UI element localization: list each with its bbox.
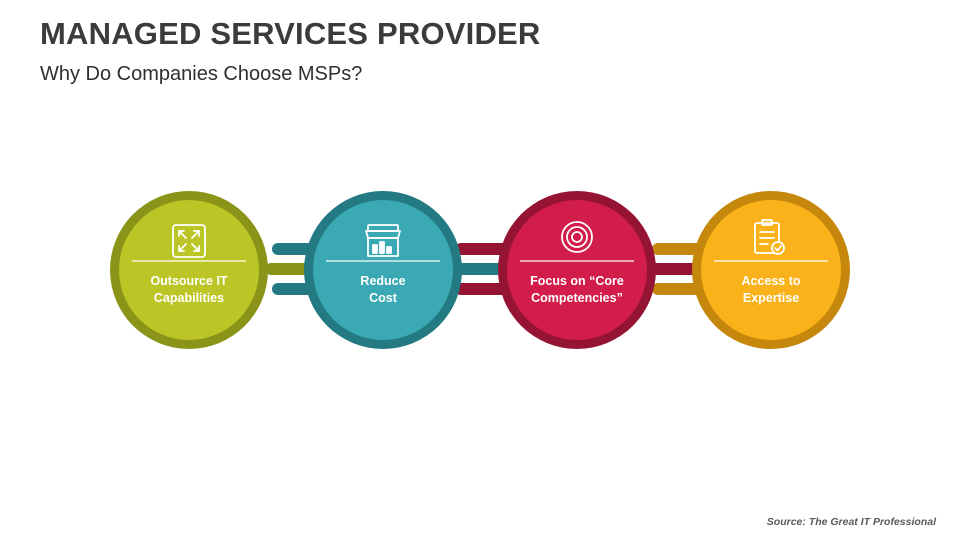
step-label-line: Capabilities [153, 291, 225, 305]
source-note: Source: The Great IT Professional [766, 516, 936, 528]
circle-fill [507, 200, 647, 340]
circle-fill [119, 200, 259, 340]
step-label-1: Outsource IT Capabilities [124, 273, 254, 307]
step-label-line: Focus on “Core [530, 274, 624, 288]
page-title: MANAGED SERVICES PROVIDER [40, 16, 541, 51]
step-label-4: Access to Expertise [706, 273, 836, 307]
step-circle-4 [692, 191, 850, 349]
step-label-3: Focus on “Core Competencies” [512, 273, 642, 307]
step-label-line: Reduce [360, 274, 406, 288]
step-circle-1 [110, 191, 268, 349]
circle-fill [701, 200, 841, 340]
step-circle-3 [498, 191, 656, 349]
step-label-line: Competencies” [531, 291, 623, 305]
storefront-icon [365, 224, 401, 257]
step-label-line: Cost [369, 291, 397, 305]
step-label-line: Access to [741, 274, 801, 288]
step-label-line: Expertise [742, 291, 800, 305]
connector-bar [455, 243, 515, 255]
step-label-line: Outsource IT [150, 274, 228, 288]
clipboard-check-icon [754, 219, 785, 255]
circle-fill [313, 200, 453, 340]
step-circle-2 [304, 191, 462, 349]
step-label-2: Reduce Cost [318, 273, 448, 307]
target-icon [561, 221, 593, 253]
page-subtitle: Why Do Companies Choose MSPs? [40, 63, 363, 85]
expand-arrows-icon [172, 224, 206, 258]
